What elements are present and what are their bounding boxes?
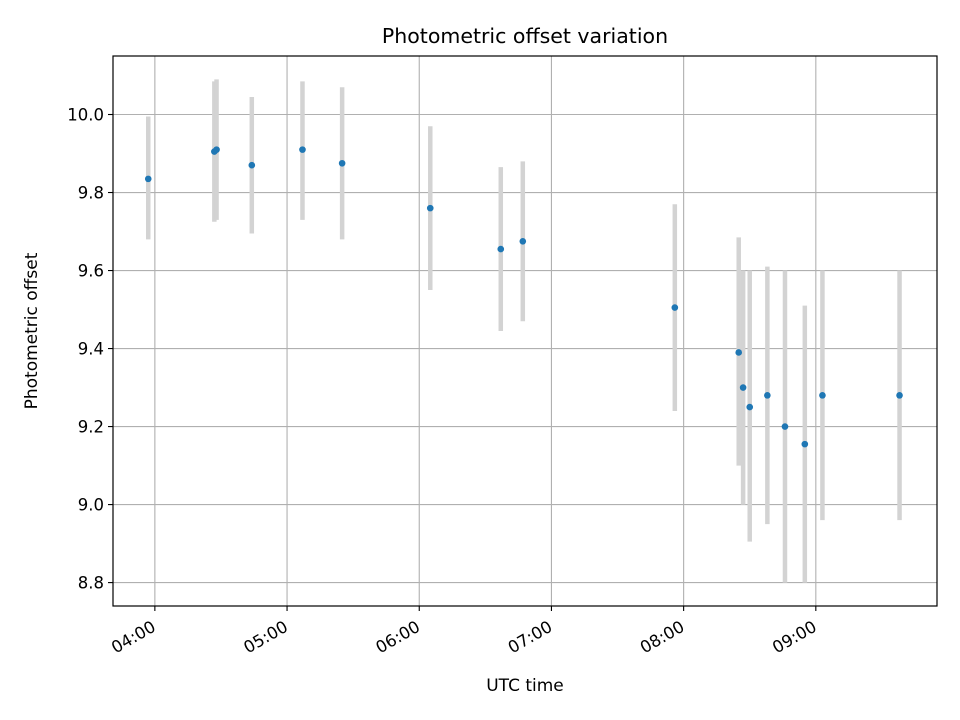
y-tick-label: 8.8 xyxy=(78,574,104,593)
data-point xyxy=(213,146,220,153)
y-axis-label: Photometric offset xyxy=(22,252,42,409)
plot-frame xyxy=(112,55,938,607)
data-point xyxy=(819,392,826,399)
data-point xyxy=(896,392,903,399)
data-point xyxy=(248,161,256,169)
data-point xyxy=(801,440,809,448)
y-tick-label: 9.8 xyxy=(78,184,104,203)
data-point xyxy=(144,175,152,183)
data-point xyxy=(739,384,747,391)
data-point xyxy=(338,159,346,167)
data-points xyxy=(144,146,903,448)
x-axis-label: UTC time xyxy=(486,676,564,696)
data-point xyxy=(764,392,771,399)
y-axis: 8.8 9.0 9.2 9.4 9.6 9.8 10.0 xyxy=(67,106,113,593)
data-point xyxy=(426,204,434,212)
data-point xyxy=(781,423,789,430)
chart-title: Photometric offset variation xyxy=(382,24,668,48)
y-tick-label: 9.0 xyxy=(78,496,104,515)
y-tick-label: 10.0 xyxy=(67,106,104,125)
data-point xyxy=(671,304,679,311)
data-point xyxy=(746,403,754,411)
data-point xyxy=(299,146,306,153)
y-tick-label: 9.4 xyxy=(78,340,104,359)
data-point xyxy=(735,349,743,356)
data-point xyxy=(497,245,505,253)
y-tick-label: 9.2 xyxy=(78,418,104,437)
data-point xyxy=(519,237,527,245)
y-tick-label: 9.6 xyxy=(78,262,104,281)
